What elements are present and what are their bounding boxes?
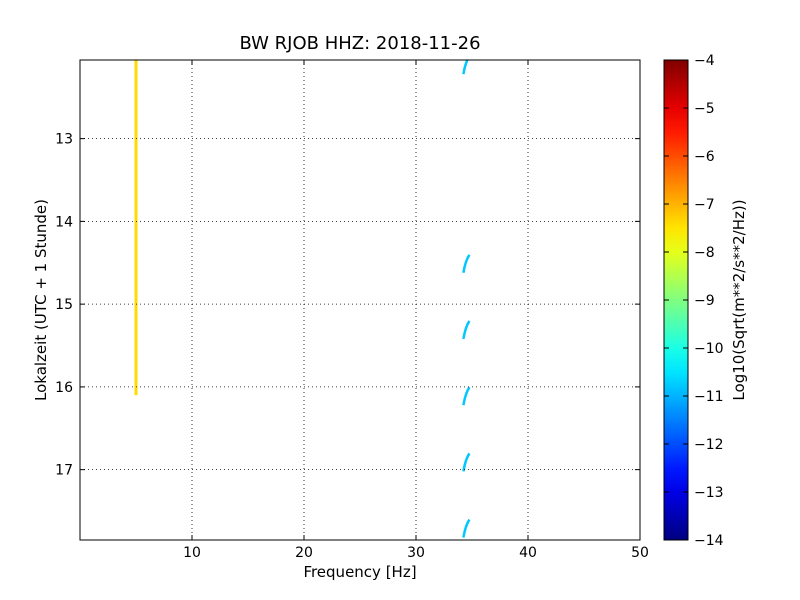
x-axis-ticks: 10 20 30 40 50: [183, 60, 649, 561]
colorbar-tick-label: −5: [694, 101, 715, 117]
y-tick-label: 14: [55, 214, 73, 230]
x-tick-label: 40: [519, 545, 537, 561]
x-tick-label: 10: [183, 545, 201, 561]
plot-frame: [79, 59, 641, 541]
y-axis-ticks: 13 14 15 16 17: [55, 132, 640, 479]
colorbar-label: Log10(Sqrt(m**2/s**2/Hz)): [730, 199, 748, 400]
y-tick-label: 13: [55, 132, 73, 148]
burst-mark: [462, 386, 471, 406]
y-tick-label: 17: [55, 463, 73, 479]
colorbar-tick-label: −12: [694, 437, 724, 453]
spectrogram-plot: 10 20 30 40 50 13 14 15 16 17: [55, 59, 649, 561]
colorbar-tick-label: −7: [694, 197, 715, 213]
colorbar-tick-label: −11: [694, 389, 724, 405]
x-tick-label: 20: [295, 545, 313, 561]
spectrogram-heatmap: [134, 60, 471, 538]
colorbar-tick-label: −10: [694, 341, 724, 357]
colorbar-tick-label: −14: [694, 533, 724, 549]
colorbar: −4 −5 −6 −7 −8 −9 −10 −11 −12 −13 −14: [663, 53, 724, 549]
burst-mark: [462, 60, 469, 75]
spectral-line-mark: [134, 60, 138, 396]
x-axis-label: Frequency [Hz]: [303, 563, 416, 581]
burst-mark: [462, 254, 471, 273]
chart-title: BW RJOB HHZ: 2018-11-26: [239, 33, 480, 54]
y-tick-label: 16: [55, 380, 73, 396]
colorbar-tick-label: −13: [694, 485, 724, 501]
burst-mark: [462, 518, 471, 538]
x-tick-label: 30: [407, 545, 425, 561]
y-axis-label: Lokalzeit (UTC + 1 Stunde): [32, 199, 50, 401]
burst-mark: [462, 452, 471, 472]
grid-lines: [80, 60, 640, 540]
x-tick-label: 50: [631, 545, 649, 561]
colorbar-ticks: −4 −5 −6 −7 −8 −9 −10 −11 −12 −13 −14: [664, 53, 724, 549]
colorbar-tick-label: −6: [694, 149, 715, 165]
burst-mark: [462, 320, 471, 340]
y-tick-label: 15: [55, 297, 73, 313]
colorbar-tick-label: −8: [694, 245, 715, 261]
colorbar-tick-label: −9: [694, 293, 715, 309]
colorbar-tick-label: −4: [694, 53, 715, 69]
